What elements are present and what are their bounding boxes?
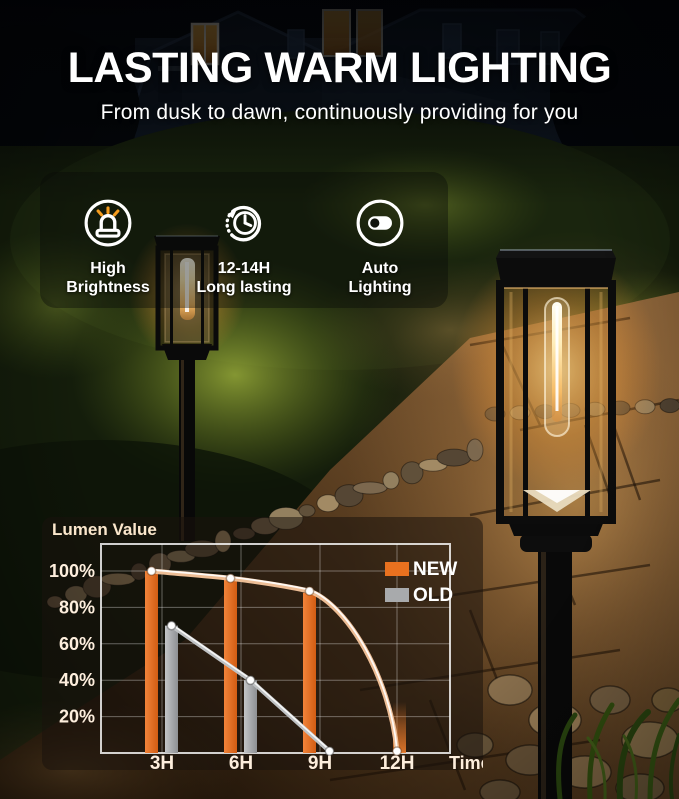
page-subtitle: From dusk to dawn, continuously providin…	[100, 101, 579, 124]
lumen-chart-panel: NEW OLD Lumen Value 100% 80% 60% 40% 20% 3H 6H 9H 1…	[42, 517, 483, 770]
feature-high-brightness: High Brightness	[41, 198, 176, 298]
line-old	[166, 620, 335, 757]
x-tick-label: 12H	[380, 753, 415, 770]
x-tick-label: 6H	[229, 753, 253, 770]
y-tick-label: 80%	[59, 597, 95, 617]
legend-label: OLD	[413, 585, 453, 606]
feature-auto-lighting: Auto Lighting	[313, 198, 448, 298]
feature-long-lasting: 12-14H Long lasting	[177, 198, 312, 298]
page-title: LASTING WARM LIGHTING	[67, 44, 612, 92]
legend-swatch	[385, 562, 409, 576]
chart-legend: NEW OLD	[385, 559, 457, 606]
feature-label: 12-14H Long lasting	[196, 260, 292, 296]
beacon-light-icon	[84, 199, 132, 247]
features-panel: High Brightness 12-14H Long lasting Auto Li…	[40, 172, 448, 308]
path-light-left	[112, 204, 262, 541]
chart-title: Lumen Value	[52, 520, 157, 539]
y-tick-label: 20%	[59, 707, 95, 727]
feature-label: High Brightness	[66, 260, 150, 296]
lumen-chart: NEW OLD Lumen Value 100% 80% 60% 40% 20% 3H 6H 9H 1…	[42, 517, 483, 770]
legend-label: NEW	[413, 559, 457, 580]
foreground-grass-blades	[556, 697, 679, 799]
x-tick-label: 9H	[308, 753, 332, 770]
y-tick-label: 40%	[59, 670, 95, 690]
y-tick-label: 60%	[59, 634, 95, 654]
bars-new	[145, 571, 406, 753]
axis-labels: Lumen Value 100% 80% 60% 40% 20% 3H 6H 9H 12H Time	[49, 520, 483, 770]
feature-label: Auto Lighting	[348, 260, 412, 296]
auto-toggle-icon	[356, 199, 404, 247]
bars-old	[165, 625, 257, 753]
line-new	[146, 566, 402, 757]
lumen-chart-svg: NEW OLD Lumen Value 100% 80% 60% 40% 20% 3H 6H 9H 1…	[49, 520, 483, 770]
clock-duration-icon	[225, 205, 262, 242]
path-light-right	[422, 215, 679, 799]
x-tick-label: 3H	[150, 753, 174, 770]
legend-swatch	[385, 588, 409, 602]
y-tick-label: 100%	[49, 561, 95, 581]
x-axis-label: Time	[449, 753, 483, 770]
header: LASTING WARM LIGHTING From dusk to dawn,…	[0, 0, 679, 125]
